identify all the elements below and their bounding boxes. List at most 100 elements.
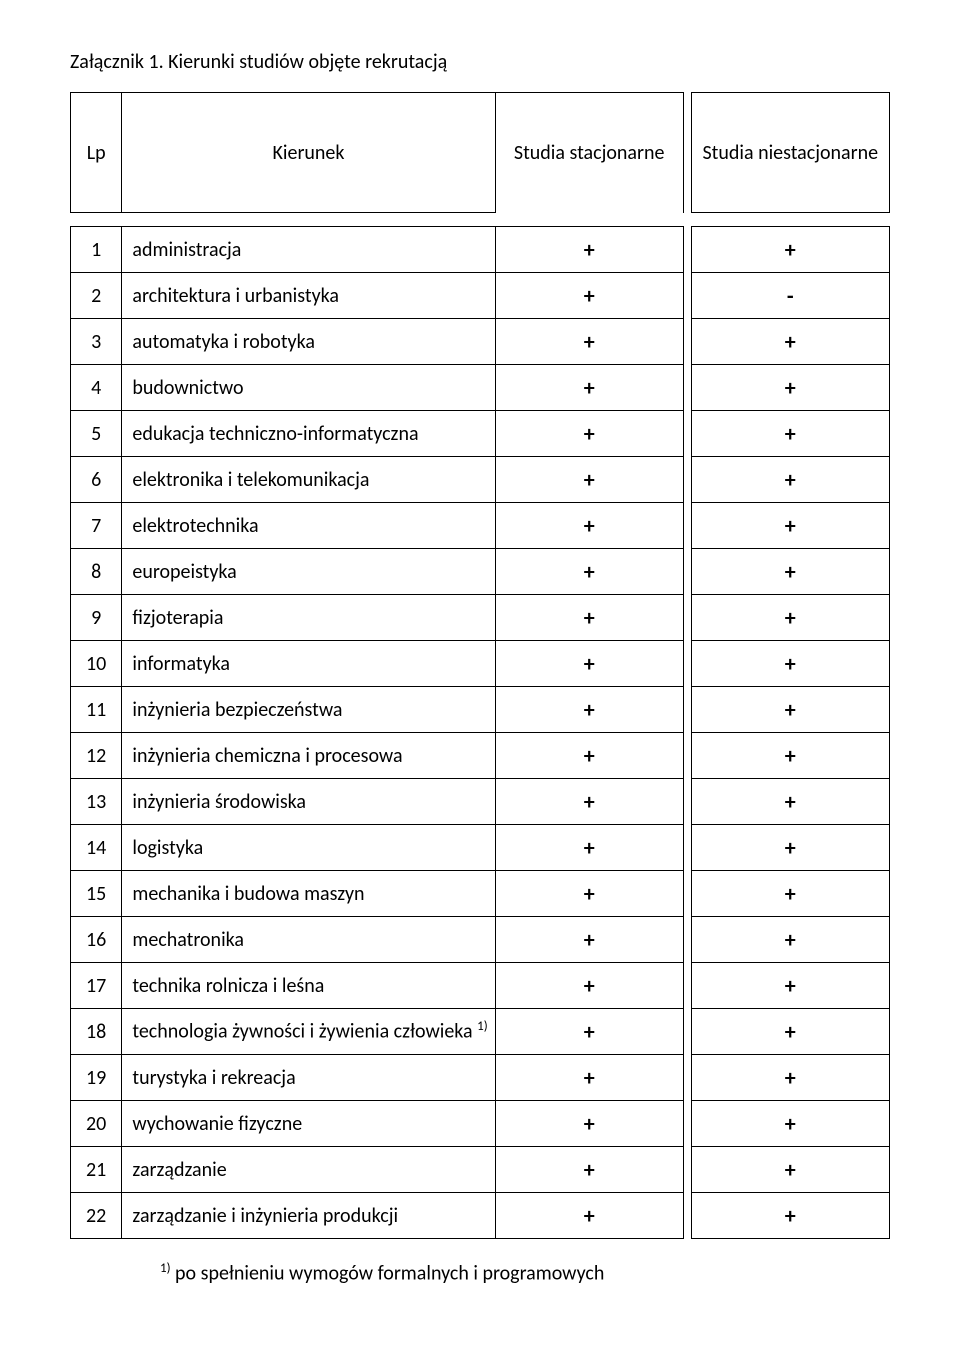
cell-niestacjonarne: + [691, 687, 889, 733]
cell-stacjonarne: + [495, 1101, 683, 1147]
col-header-kierunek: Kierunek [122, 93, 495, 213]
cell-niestacjonarne: + [691, 319, 889, 365]
cell-lp: 10 [71, 641, 122, 687]
cell-gap [683, 549, 691, 595]
table-row: 16 mechatronika ++ [71, 917, 890, 963]
cell-lp: 16 [71, 917, 122, 963]
table-row: 10informatyka++ [71, 641, 890, 687]
table-row: 13inżynieria środowiska++ [71, 779, 890, 825]
cell-lp: 18 [71, 1009, 122, 1055]
table-row: 3 automatyka i robotyka ++ [71, 319, 890, 365]
cell-kierunek: mechatronika [122, 917, 495, 963]
cell-kierunek: wychowanie fizyczne [122, 1101, 495, 1147]
cell-kierunek-sup: 1) [477, 1019, 488, 1034]
table-row: 6elektronika i telekomunikacja++ [71, 457, 890, 503]
cell-gap [683, 779, 691, 825]
cell-lp: 1 [71, 227, 122, 273]
cell-kierunek-text: administracja [132, 238, 241, 262]
cell-niestacjonarne: + [691, 595, 889, 641]
table-row: 5edukacja techniczno-informatyczna++ [71, 411, 890, 457]
table-row: 19turystyka i rekreacja++ [71, 1055, 890, 1101]
cell-stacjonarne: + [495, 825, 683, 871]
cell-niestacjonarne: + [691, 825, 889, 871]
cell-stacjonarne: + [495, 779, 683, 825]
cell-stacjonarne: + [495, 1009, 683, 1055]
cell-lp: 3 [71, 319, 122, 365]
cell-niestacjonarne: + [691, 779, 889, 825]
cell-lp: 13 [71, 779, 122, 825]
cell-lp: 8 [71, 549, 122, 595]
cell-stacjonarne: + [495, 595, 683, 641]
table-row: 7elektrotechnika++ [71, 503, 890, 549]
cell-kierunek-text: mechatronika [132, 928, 244, 952]
cell-stacjonarne: + [495, 963, 683, 1009]
cell-niestacjonarne: + [691, 1147, 889, 1193]
cell-gap [683, 825, 691, 871]
cell-lp: 20 [71, 1101, 122, 1147]
col-header-lp: Lp [71, 93, 122, 213]
footnote: 1) po spełnieniu wymogów formalnych i pr… [70, 1261, 890, 1286]
cell-gap [683, 871, 691, 917]
table-row: 17technika rolnicza i leśna++ [71, 963, 890, 1009]
cell-lp: 14 [71, 825, 122, 871]
cell-kierunek: inżynieria chemiczna i procesowa [122, 733, 495, 779]
cell-lp: 11 [71, 687, 122, 733]
cell-stacjonarne: + [495, 1147, 683, 1193]
cell-kierunek: fizjoterapia [122, 595, 495, 641]
table-row: 21 zarządzanie ++ [71, 1147, 890, 1193]
cell-lp: 15 [71, 871, 122, 917]
cell-gap [683, 1009, 691, 1055]
cell-lp: 7 [71, 503, 122, 549]
cell-gap [683, 733, 691, 779]
cell-gap [683, 595, 691, 641]
table-row: 12inżynieria chemiczna i procesowa++ [71, 733, 890, 779]
cell-kierunek-text: budownictwo [132, 376, 243, 400]
cell-gap [683, 457, 691, 503]
cell-kierunek-text: elektronika i telekomunikacja [132, 468, 369, 492]
cell-stacjonarne: + [495, 227, 683, 273]
cell-niestacjonarne: + [691, 1193, 889, 1239]
cell-kierunek: automatyka i robotyka [122, 319, 495, 365]
table-row: 11inżynieria bezpieczeństwa++ [71, 687, 890, 733]
cell-lp: 6 [71, 457, 122, 503]
table-header-row: Lp Kierunek Studia stacjonarne Studia ni… [71, 93, 890, 213]
cell-kierunek: zarządzanie i inżynieria produkcji [122, 1193, 495, 1239]
cell-gap [683, 273, 691, 319]
cell-niestacjonarne: + [691, 549, 889, 595]
cell-niestacjonarne: + [691, 411, 889, 457]
cell-kierunek: architektura i urbanistyka [122, 273, 495, 319]
cell-niestacjonarne: + [691, 1101, 889, 1147]
page-title: Załącznik 1. Kierunki studiów objęte rek… [70, 50, 890, 74]
cell-stacjonarne: + [495, 733, 683, 779]
cell-kierunek: turystyka i rekreacja [122, 1055, 495, 1101]
cell-stacjonarne: + [495, 917, 683, 963]
cell-kierunek: zarządzanie [122, 1147, 495, 1193]
table-row: 22zarządzanie i inżynieria produkcji++ [71, 1193, 890, 1239]
cell-niestacjonarne: + [691, 457, 889, 503]
col-header-stacjonarne: Studia stacjonarne [495, 93, 683, 213]
table-row: 20wychowanie fizyczne++ [71, 1101, 890, 1147]
cell-kierunek-text: zarządzanie [132, 1158, 226, 1182]
cell-niestacjonarne: + [691, 1055, 889, 1101]
cell-lp: 17 [71, 963, 122, 1009]
cell-stacjonarne: + [495, 1193, 683, 1239]
cell-lp: 4 [71, 365, 122, 411]
cell-lp: 21 [71, 1147, 122, 1193]
cell-lp: 9 [71, 595, 122, 641]
cell-kierunek-text: edukacja techniczno-informatyczna [132, 422, 418, 446]
cell-stacjonarne: + [495, 365, 683, 411]
cell-niestacjonarne: + [691, 733, 889, 779]
table-row: 1administracja++ [71, 227, 890, 273]
cell-kierunek-text: automatyka i robotyka [132, 330, 315, 354]
cell-kierunek-text: europeistyka [132, 560, 236, 584]
table-row: 2architektura i urbanistyka+- [71, 273, 890, 319]
cell-gap [683, 503, 691, 549]
cell-gap [683, 319, 691, 365]
cell-stacjonarne: + [495, 319, 683, 365]
cell-niestacjonarne: + [691, 917, 889, 963]
cell-niestacjonarne: + [691, 641, 889, 687]
cell-kierunek: technologia żywności i żywienia człowiek… [122, 1009, 495, 1055]
cell-gap [683, 963, 691, 1009]
cell-gap [683, 365, 691, 411]
cell-lp: 12 [71, 733, 122, 779]
